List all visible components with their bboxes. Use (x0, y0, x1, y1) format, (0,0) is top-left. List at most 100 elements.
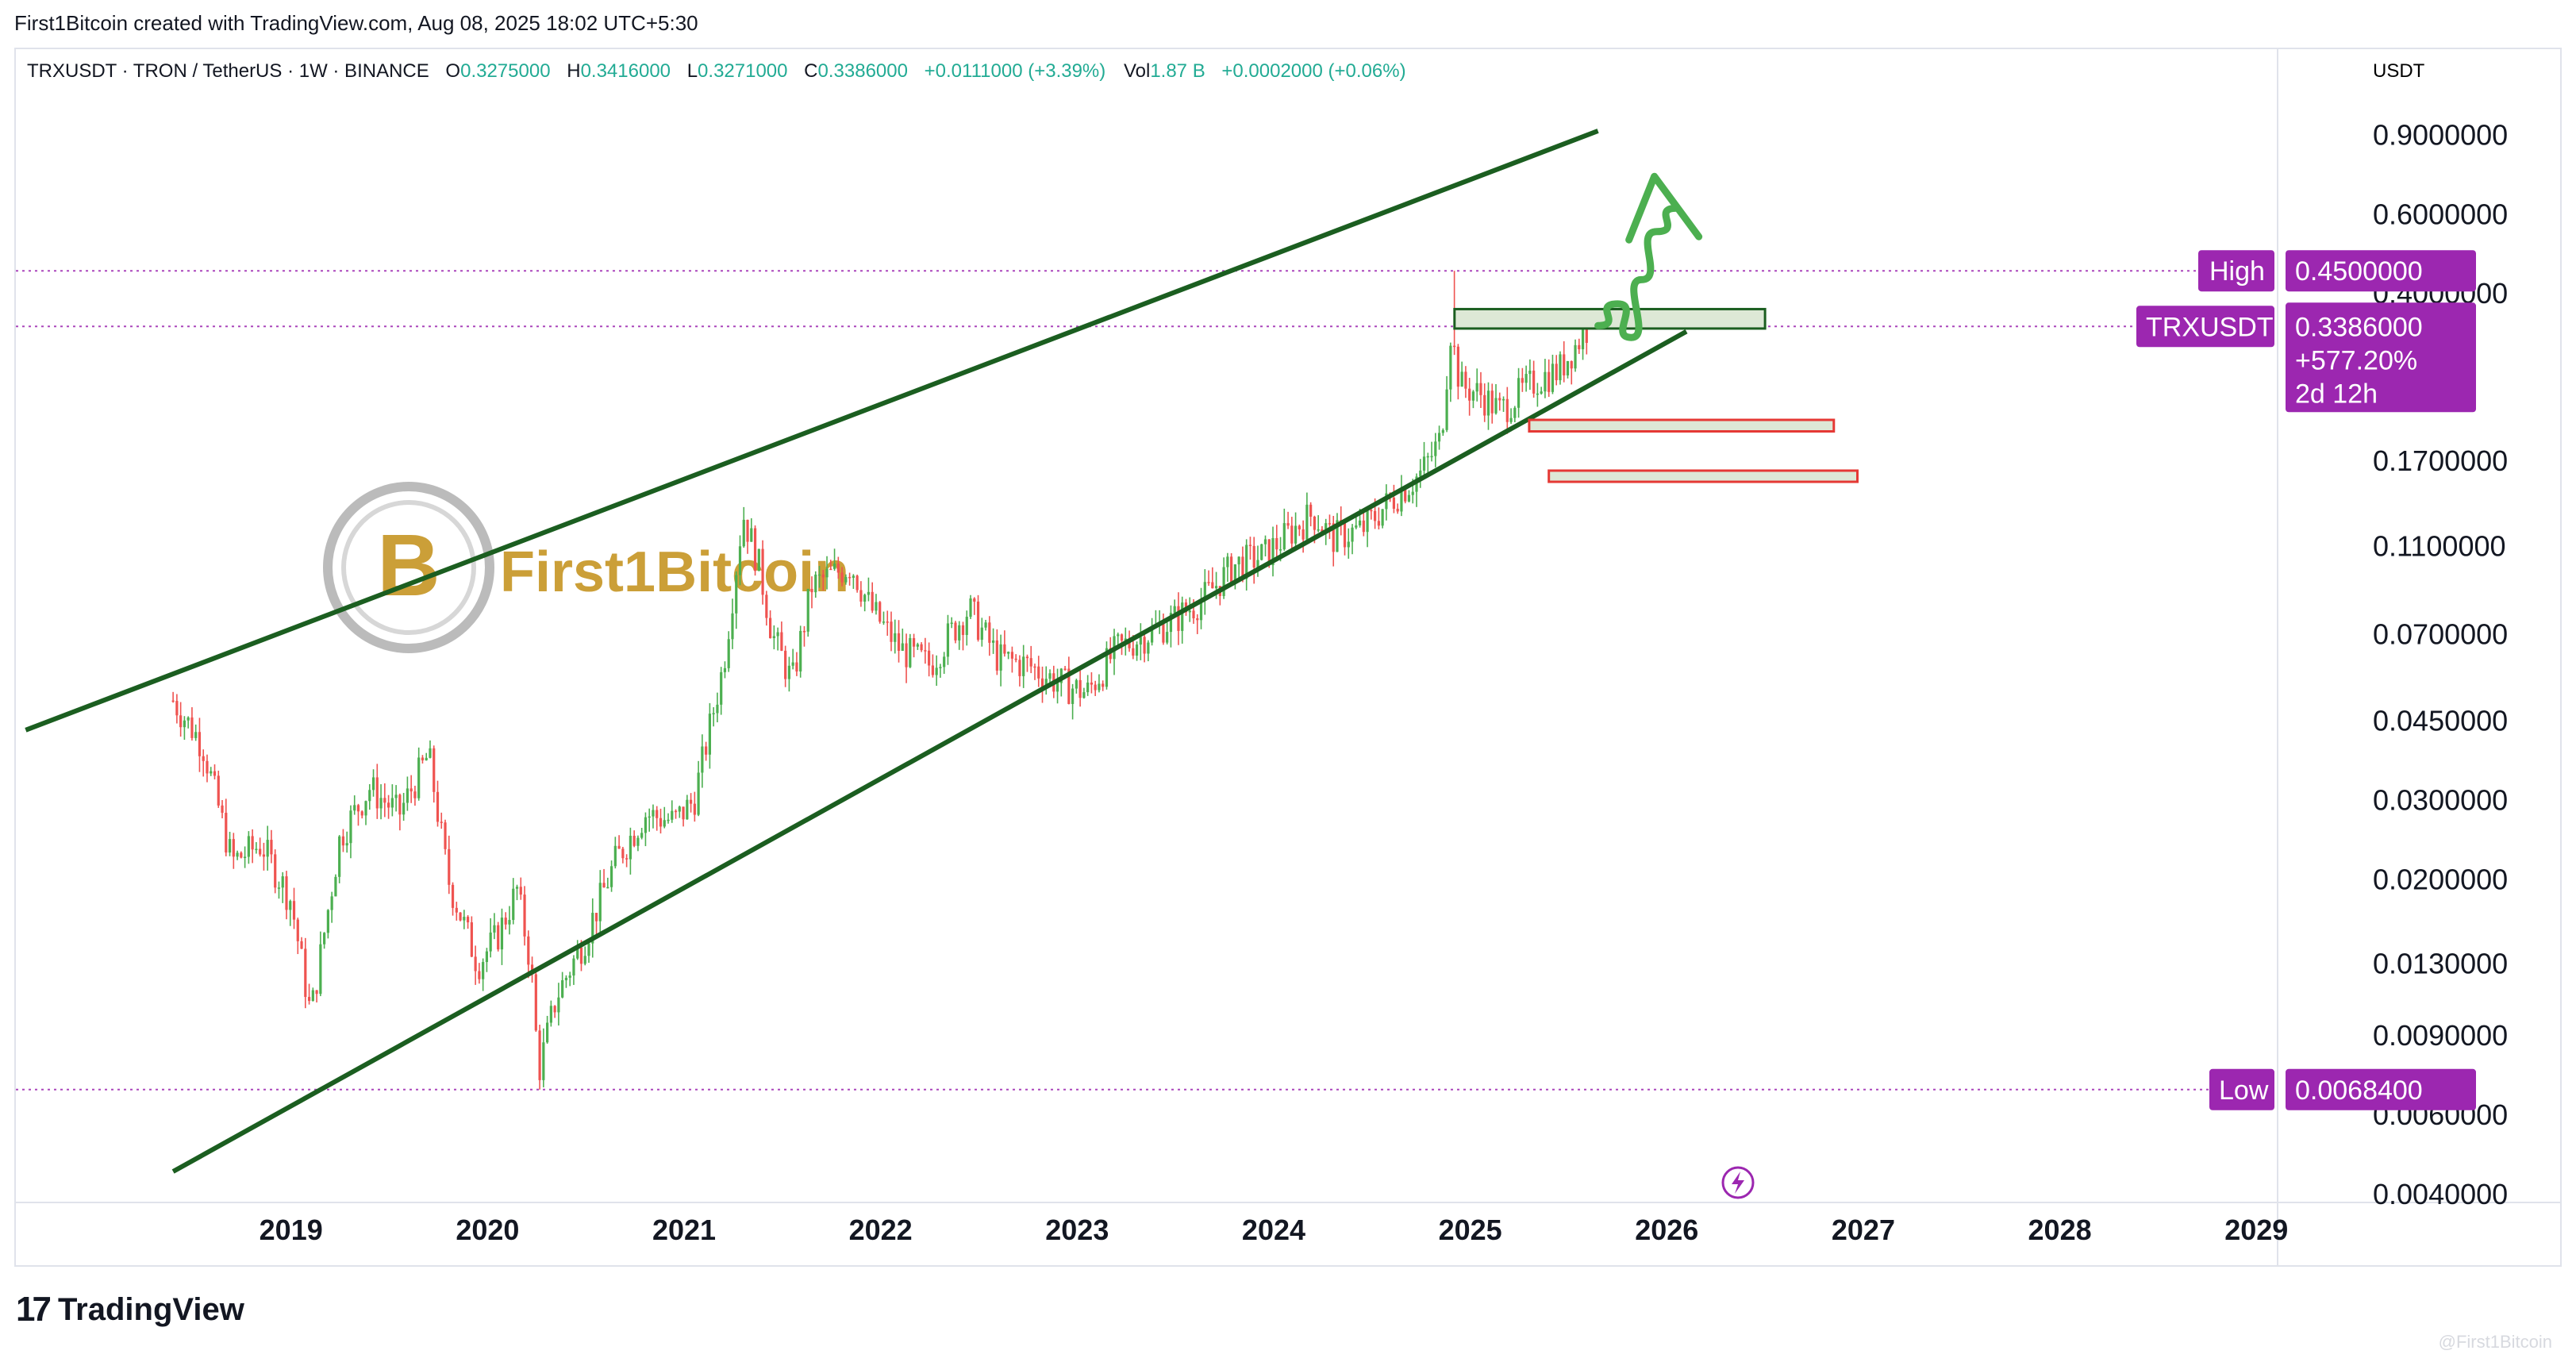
candle-body (1578, 344, 1581, 350)
candle-body (671, 810, 674, 820)
candle-body (817, 574, 821, 576)
candle-body (206, 760, 209, 774)
candle-body (349, 810, 352, 844)
candle-body (1559, 354, 1562, 381)
candle-body (247, 836, 250, 857)
candle-body (213, 771, 217, 776)
candle-body (946, 623, 950, 657)
candle-body (1078, 679, 1082, 698)
candle-body (1392, 497, 1396, 509)
candle-body (1471, 391, 1475, 401)
y-tick-label: 0.0200000 (2373, 863, 2508, 895)
candle-body (270, 840, 273, 855)
candle-body (836, 564, 840, 573)
candle-body (984, 622, 987, 628)
candle-body (255, 848, 258, 851)
candle-body (640, 833, 644, 838)
candle-body (1532, 370, 1536, 394)
candle-body (467, 917, 470, 923)
candle-body (228, 839, 232, 853)
candle-body (236, 852, 239, 857)
candle-body (1453, 345, 1456, 348)
lightning-icon[interactable] (1721, 1166, 1755, 1199)
projection-arrow[interactable] (1594, 172, 1703, 341)
candle-body (1162, 622, 1165, 643)
candle-body (470, 922, 473, 957)
candle-body (1445, 389, 1448, 430)
candle-body (629, 836, 632, 860)
time-axis[interactable]: 2019 2020 2021 2022 2023 2024 2025 2026 2027 2028… (260, 1214, 2289, 1246)
candle-body (1305, 504, 1309, 540)
chart-frame (14, 48, 2562, 1267)
candle-body (493, 925, 496, 933)
candle-body (1063, 668, 1067, 670)
trend-channel[interactable] (25, 129, 1688, 1174)
candle-body (398, 794, 402, 815)
candle-body (784, 650, 787, 679)
candle-body (1343, 523, 1347, 548)
candle-body (1521, 378, 1524, 383)
lightning-icon-bolt (1732, 1172, 1744, 1194)
chart-caption: First1Bitcoin created with TradingView.c… (14, 11, 698, 35)
candle-body (799, 630, 802, 671)
candle-body (417, 757, 421, 798)
candle-body (829, 568, 832, 571)
candle-body (613, 845, 617, 867)
y-tick-label: 0.9000000 (2373, 118, 2508, 151)
candle-body (1585, 329, 1588, 343)
tradingview-name: TradingView (57, 1291, 244, 1327)
candle-body (738, 546, 742, 575)
candle-body (221, 805, 224, 814)
candle-body (500, 918, 504, 950)
candle-body (791, 662, 794, 666)
candle-body (371, 777, 375, 791)
candle-body (954, 622, 957, 641)
y-tick-label: 0.0040000 (2373, 1178, 2508, 1210)
candle-body (697, 772, 700, 815)
price-value-tag (2286, 302, 2476, 413)
candle-body (772, 636, 775, 638)
candle-body (806, 588, 809, 632)
candle-body (712, 713, 715, 714)
tradingview-logo[interactable]: 17 TradingView (16, 1290, 244, 1329)
candle-body (1566, 360, 1570, 375)
zones[interactable] (1453, 307, 1859, 483)
lightning-icon-ring (1721, 1166, 1755, 1199)
candle-body (769, 618, 772, 638)
candle-body (1173, 606, 1176, 614)
candle-body (1313, 516, 1317, 530)
zone-box-3 (1548, 469, 1859, 483)
header-h-value: 0.3416000 (581, 60, 671, 82)
candle-body (950, 622, 953, 624)
candle-body (1067, 668, 1071, 704)
candle-body (840, 572, 844, 583)
candle-body (515, 887, 519, 889)
candle-body (621, 848, 625, 859)
candle-body (1464, 371, 1467, 389)
candle-body (183, 720, 186, 728)
y-tick-label: 0.1700000 (2373, 444, 2508, 477)
candle-body (935, 668, 938, 675)
candle-body (1018, 660, 1021, 676)
candle-body (1105, 648, 1109, 687)
candle-body (1524, 374, 1528, 383)
candle-body (1366, 510, 1369, 533)
candle-body (1449, 345, 1452, 390)
candle-body (296, 919, 299, 941)
candle-body (251, 836, 254, 850)
watermark-ring-inner (341, 500, 476, 635)
candle-body (1169, 613, 1173, 633)
projection-arrow-head (1625, 172, 1703, 244)
candle-body (383, 798, 386, 803)
candle-body (1551, 364, 1555, 392)
candle-body (682, 806, 685, 820)
candle-body (1075, 679, 1078, 689)
candle-body (1396, 508, 1399, 512)
candle-body (1040, 678, 1044, 688)
candle-body (1332, 523, 1335, 552)
candles[interactable] (171, 271, 1588, 1090)
candle-body (686, 799, 689, 820)
candle-body (542, 1042, 545, 1080)
candle-body (341, 836, 345, 846)
